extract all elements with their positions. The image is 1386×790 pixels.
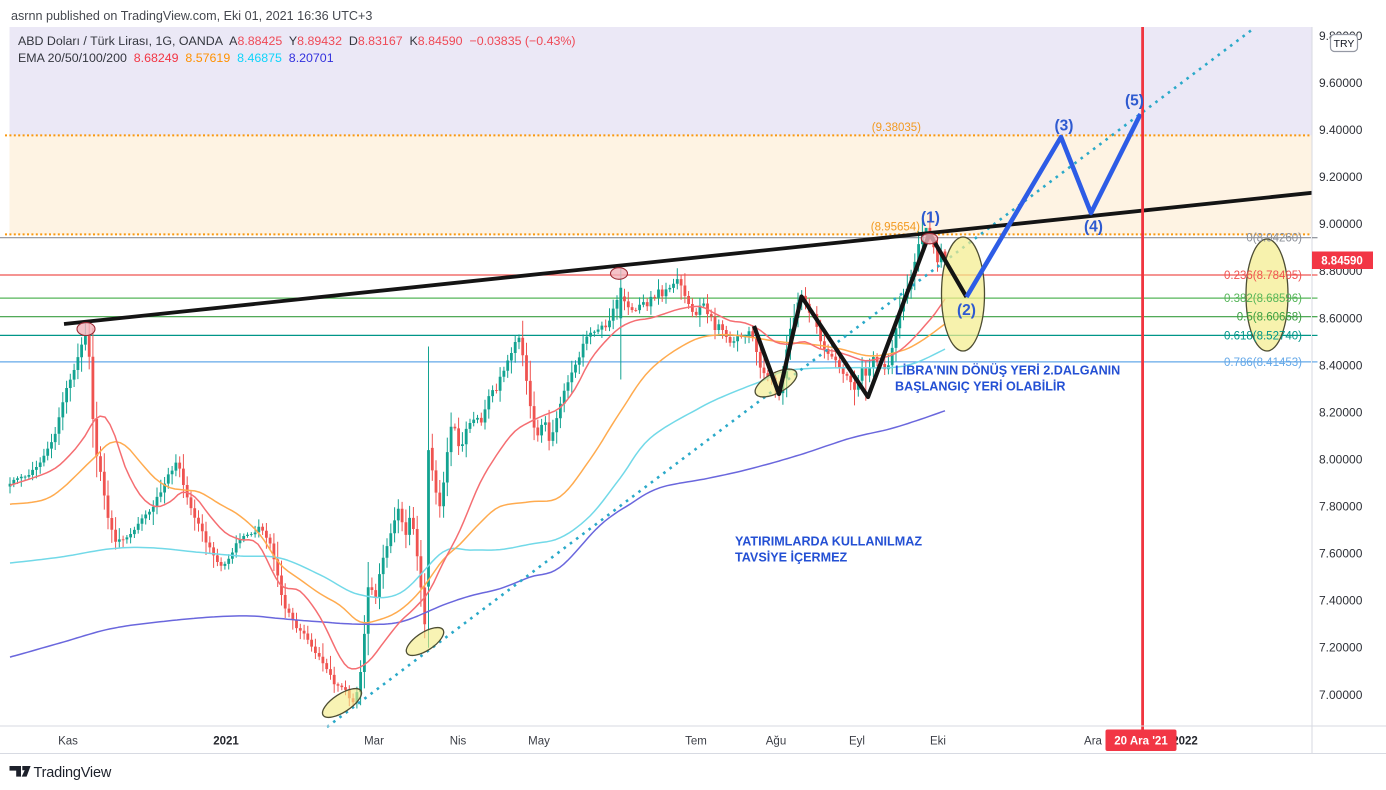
- svg-text:May: May: [528, 736, 550, 748]
- svg-text:(1): (1): [921, 210, 940, 227]
- svg-text:Mar: Mar: [364, 736, 384, 748]
- svg-text:9.20000: 9.20000: [1319, 170, 1363, 184]
- svg-text:2021: 2021: [213, 736, 239, 748]
- svg-text:7.80000: 7.80000: [1319, 500, 1363, 514]
- svg-text:asrnn published on TradingView: asrnn published on TradingView.com, Eki …: [11, 9, 372, 23]
- svg-text:TradingView: TradingView: [34, 765, 112, 781]
- svg-text:Kas: Kas: [58, 736, 78, 748]
- svg-text:YATIRIMLARDA KULLANILMAZ: YATIRIMLARDA KULLANILMAZ: [735, 535, 922, 549]
- svg-text:8.00000: 8.00000: [1319, 453, 1363, 467]
- svg-text:(8.95654): (8.95654): [871, 222, 920, 234]
- svg-text:0(8.94260): 0(8.94260): [1246, 233, 1302, 245]
- svg-text:EMA 20/50/100/200 8.68249 8.: EMA 20/50/100/200 8.68249 8.57619 8.4687…: [18, 51, 334, 65]
- svg-text:7.40000: 7.40000: [1319, 594, 1363, 608]
- svg-text:Eki: Eki: [930, 736, 946, 748]
- svg-text:BAŞLANGIÇ YERİ OLABİLİR: BAŞLANGIÇ YERİ OLABİLİR: [895, 379, 1066, 394]
- svg-text:ABD Doları / Türk Lirası, 1G,: ABD Doları / Türk Lirası, 1G, OANDA A8.8…: [18, 34, 576, 48]
- svg-text:TRY: TRY: [1334, 38, 1355, 50]
- svg-text:TAVSİYE İÇERMEZ: TAVSİYE İÇERMEZ: [735, 550, 847, 565]
- svg-text:8.20000: 8.20000: [1319, 405, 1363, 419]
- svg-text:Nis: Nis: [450, 736, 467, 748]
- svg-text:0.236(8.78405): 0.236(8.78405): [1224, 270, 1302, 282]
- svg-text:8.60000: 8.60000: [1319, 311, 1363, 325]
- svg-text:(9.38035): (9.38035): [872, 122, 921, 134]
- svg-text:7.60000: 7.60000: [1319, 547, 1363, 561]
- svg-text:8.40000: 8.40000: [1319, 358, 1363, 372]
- svg-text:Tem: Tem: [685, 736, 707, 748]
- svg-text:8.84590: 8.84590: [1321, 256, 1363, 268]
- svg-text:(2): (2): [957, 302, 976, 319]
- svg-text:9.00000: 9.00000: [1319, 217, 1363, 231]
- svg-text:LİBRA'NIN DÖNÜŞ YERİ 2.DALGANI: LİBRA'NIN DÖNÜŞ YERİ 2.DALGANIN: [895, 363, 1120, 378]
- svg-text:0.382(8.68596): 0.382(8.68596): [1224, 293, 1302, 305]
- svg-text:7.00000: 7.00000: [1319, 688, 1363, 702]
- svg-text:0.786(8.41453): 0.786(8.41453): [1224, 357, 1302, 369]
- svg-text:Ağu: Ağu: [766, 736, 786, 748]
- svg-text:0.618(8.52740): 0.618(8.52740): [1224, 330, 1302, 342]
- svg-text:(4): (4): [1084, 219, 1103, 236]
- svg-text:(5): (5): [1125, 93, 1144, 110]
- svg-text:2022: 2022: [1172, 736, 1198, 748]
- svg-text:Ara: Ara: [1084, 736, 1103, 748]
- svg-text:9.40000: 9.40000: [1319, 123, 1363, 137]
- svg-text:20 Ara '21: 20 Ara '21: [1114, 736, 1168, 748]
- svg-text:Eyl: Eyl: [849, 736, 865, 748]
- svg-text:0.5(8.60668): 0.5(8.60668): [1237, 312, 1302, 324]
- svg-text:(3): (3): [1055, 118, 1074, 135]
- svg-text:7.20000: 7.20000: [1319, 641, 1363, 655]
- svg-text:9.60000: 9.60000: [1319, 76, 1363, 90]
